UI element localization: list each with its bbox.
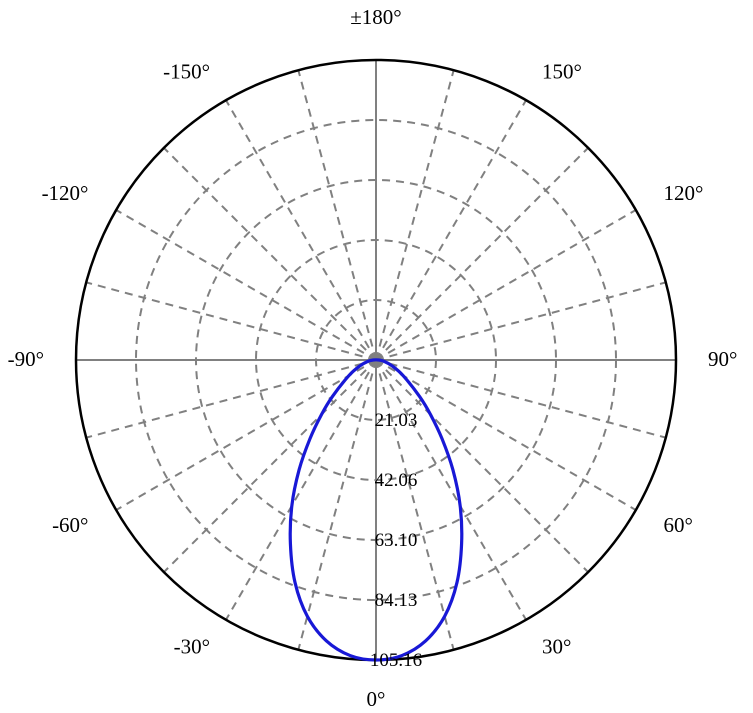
radial-tick-label: 84.13 (375, 590, 418, 611)
angle-tick-label: ±180° (350, 5, 401, 29)
angle-tick-label: -60° (52, 513, 88, 537)
radial-tick-label: 42.06 (375, 470, 418, 491)
angle-tick-label: -120° (42, 181, 89, 205)
radial-tick-labels: 21.03 42.06 63.10 84.13 105.16 (370, 410, 422, 671)
angle-tick-label: -90° (8, 347, 44, 371)
angle-tick-label: 60° (664, 513, 693, 537)
angle-tick-label: -30° (174, 635, 210, 659)
angle-tick-label: 0° (367, 687, 386, 711)
angle-tick-label: -150° (163, 59, 210, 83)
angle-tick-label: 30° (542, 635, 571, 659)
polar-chart: ±180° -150° -120° -90° -60° -30° 0° 30° 60° 90° 12… (0, 0, 753, 713)
angle-tick-label: 120° (664, 181, 704, 205)
radial-tick-label: 105.16 (370, 650, 422, 671)
angle-tick-label: 90° (708, 347, 737, 371)
angle-tick-label: 150° (542, 59, 582, 83)
radial-tick-label: 21.03 (375, 410, 418, 431)
radial-tick-label: 63.10 (375, 530, 418, 551)
